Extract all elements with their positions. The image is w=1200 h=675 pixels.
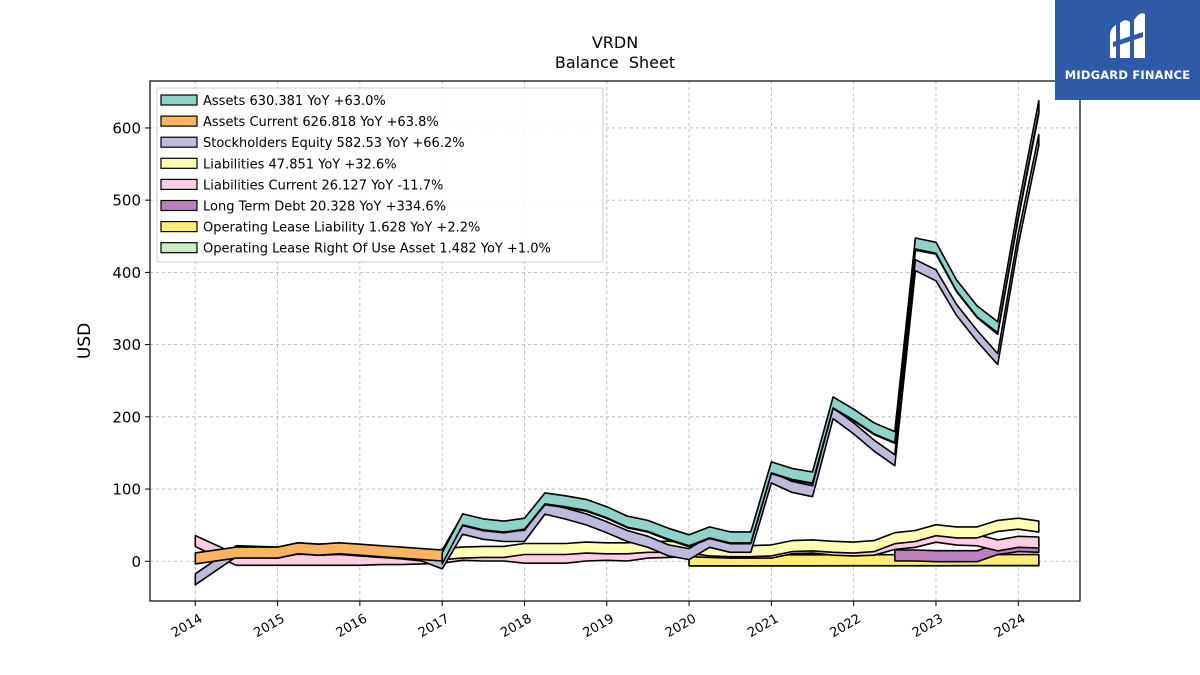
y-axis-label: USD <box>75 323 95 359</box>
series-band <box>441 100 1040 565</box>
x-tick-label: 2014 <box>169 611 205 641</box>
legend-entry: Stockholders Equity 582.53 YoY +66.2% <box>203 136 465 151</box>
x-tick-label: 2018 <box>498 611 534 641</box>
x-axis-ticks: 2014 2015 2016 2017 2018 2019 2020 2021 2022 2023… <box>169 601 1028 641</box>
legend-swatch <box>160 178 198 190</box>
legend-entry: Liabilities Current 26.127 YoY -11.7% <box>203 178 443 193</box>
y-tick-label: 600 <box>112 119 141 137</box>
brand-logo: MIDGARD FINANCE <box>1055 0 1200 100</box>
x-tick-label: 2022 <box>828 611 864 641</box>
legend-entry: Assets 630.381 YoY +63.0% <box>203 94 386 109</box>
legend-entry: Operating Lease Liability 1.628 YoY +2.2… <box>203 221 480 236</box>
legend-entry: Assets Current 626.818 YoY +63.8% <box>203 115 439 130</box>
legend-box <box>156 87 604 263</box>
y-tick-label: 500 <box>112 192 141 210</box>
x-tick-label: 2016 <box>334 611 370 641</box>
grid-lines <box>150 81 1080 601</box>
x-tick-label: 2019 <box>581 611 617 641</box>
x-tick-label: 2017 <box>416 611 452 641</box>
legend-entry: Liabilities 47.851 YoY +32.6% <box>203 157 397 172</box>
y-axis-ticks: 0 100 200 300 400 500 600 <box>112 119 150 571</box>
legend-swatch <box>160 94 198 106</box>
legend-swatch <box>160 242 198 254</box>
x-tick-label: 2015 <box>251 611 287 641</box>
y-tick-label: 100 <box>112 481 141 499</box>
chart-subtitle: Balance Sheet <box>555 53 675 72</box>
legend-swatch <box>160 136 198 148</box>
brand-name: MIDGARD FINANCE <box>1064 68 1191 82</box>
y-tick-label: 300 <box>112 336 141 354</box>
x-tick-label: 2023 <box>910 611 946 641</box>
x-tick-label: 2024 <box>992 611 1028 641</box>
y-tick-label: 400 <box>112 264 141 282</box>
plot-frame <box>149 80 1081 602</box>
x-tick-label: 2021 <box>745 611 781 641</box>
y-tick-label: 200 <box>112 408 141 426</box>
x-tick-label: 2020 <box>663 611 699 641</box>
series-layer <box>194 100 1040 586</box>
midgard-logo-icon <box>1110 13 1145 58</box>
legend-swatch <box>160 115 198 127</box>
legend-swatch <box>160 221 198 233</box>
legend: Assets 630.381 YoY +63.0% Assets Current … <box>156 87 604 263</box>
y-tick-label: 0 <box>131 553 141 571</box>
legend-entry: Long Term Debt 20.328 YoY +334.6% <box>203 200 446 215</box>
legend-swatch <box>160 157 198 169</box>
chart-title: VRDN <box>592 33 638 52</box>
legend-entry: Operating Lease Right Of Use Asset 1.482… <box>203 242 551 257</box>
legend-swatch <box>160 199 198 212</box>
